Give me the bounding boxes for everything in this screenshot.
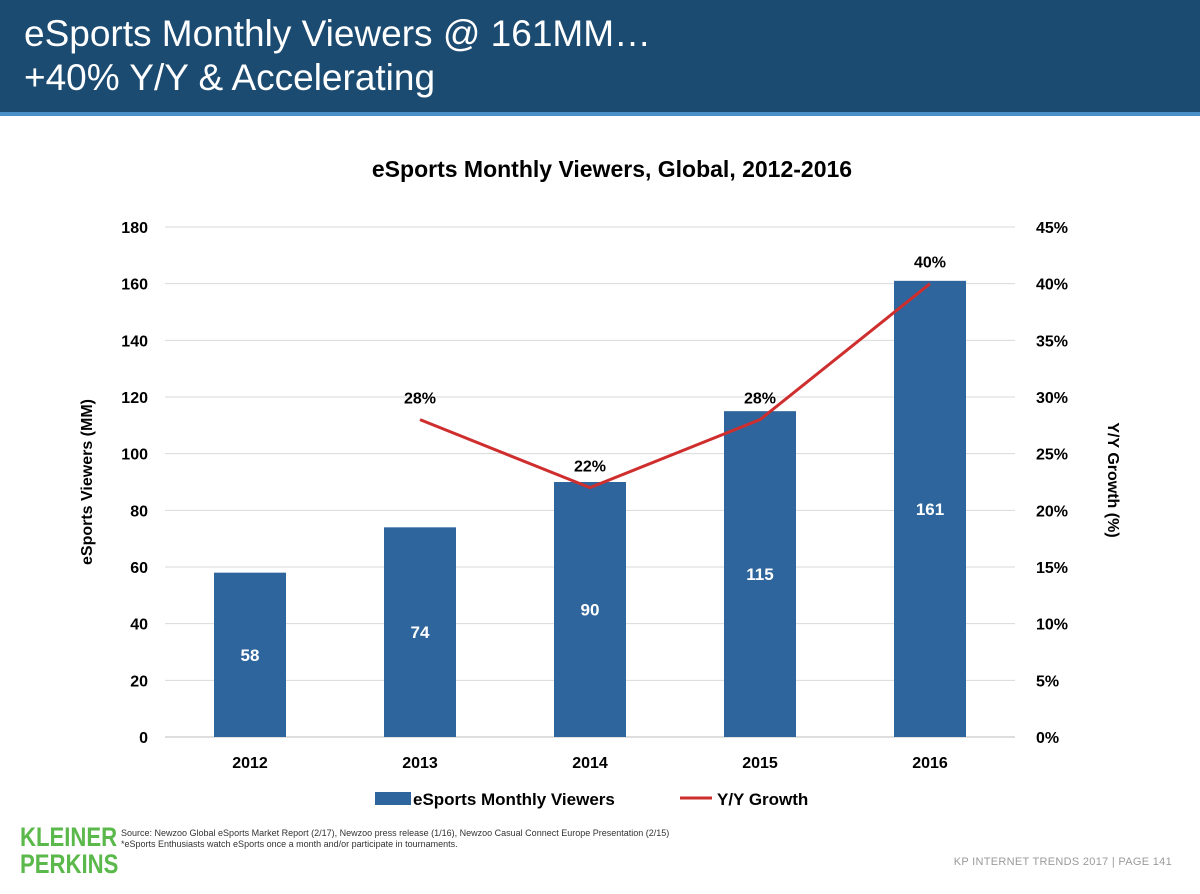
page-label: KP INTERNET TRENDS 2017 | PAGE 141 — [953, 856, 1172, 868]
y2-tick-label: 35% — [1036, 333, 1068, 350]
legend-line-label: Y/Y Growth — [717, 790, 808, 809]
y-tick-label: 120 — [121, 390, 148, 407]
bar-2012 — [214, 572, 286, 737]
bar-data-label: 161 — [916, 500, 944, 519]
header-accent-stripe — [0, 112, 1200, 116]
legend-bar-swatch — [375, 792, 411, 805]
y2-axis-title: Y/Y Growth (%) — [1104, 422, 1121, 537]
y2-tick-label: 5% — [1036, 673, 1059, 690]
bar-data-label: 115 — [746, 565, 773, 584]
y2-tick-label: 45% — [1036, 220, 1068, 237]
line-data-label: 28% — [404, 391, 436, 408]
bar-data-label: 90 — [581, 601, 600, 620]
y-tick-label: 20 — [130, 673, 148, 690]
y-tick-label: 180 — [121, 220, 148, 237]
kleiner-perkins-logo: KLEINER PERKINS — [20, 824, 118, 878]
y-tick-label: 0 — [139, 730, 148, 747]
x-tick-label: 2014 — [572, 755, 608, 772]
x-tick-label: 2015 — [742, 755, 778, 772]
source-line-1: Source: Newzoo Global eSports Market Rep… — [121, 828, 670, 838]
y2-tick-label: 20% — [1036, 503, 1068, 520]
x-tick-label: 2013 — [402, 755, 438, 772]
header-banner: eSports Monthly Viewers @ 161MM… +40% Y/… — [0, 0, 1200, 112]
bar-2015 — [724, 411, 796, 737]
line-data-label: 22% — [574, 459, 606, 476]
y-tick-label: 80 — [130, 503, 148, 520]
y-axis-title: eSports Viewers (MM) — [79, 399, 96, 565]
legend-bar-label: eSports Monthly Viewers — [413, 790, 615, 809]
combo-chart: eSports Monthly Viewers, Global, 2012-20… — [79, 156, 1121, 809]
bar-data-label: 74 — [411, 623, 430, 642]
legend: eSports Monthly Viewers Y/Y Growth — [375, 790, 808, 809]
line-data-label: 40% — [914, 255, 946, 272]
bar-data-label: 58 — [241, 646, 260, 665]
line-data-label: 28% — [744, 391, 776, 408]
y2-tick-label: 15% — [1036, 560, 1068, 577]
y-tick-label: 40 — [130, 617, 148, 634]
slide-title-line-2: +40% Y/Y & Accelerating — [24, 57, 436, 98]
y2-tick-label: 0% — [1036, 730, 1059, 747]
y-tick-label: 100 — [121, 447, 148, 464]
slide-title: eSports Monthly Viewers @ 161MM… +40% Y/… — [24, 12, 651, 100]
x-tick-label: 2012 — [232, 755, 268, 772]
bar-2013 — [384, 527, 456, 737]
bar-2016 — [894, 280, 966, 737]
y-tick-label: 60 — [130, 560, 148, 577]
x-tick-label: 2016 — [912, 755, 948, 772]
logo-line-2: PERKINS — [20, 849, 119, 879]
y-tick-label: 140 — [121, 333, 148, 350]
y2-tick-label: 10% — [1036, 617, 1068, 634]
bar-2014 — [554, 482, 626, 737]
line-series: 28% 22% 28% 40% — [404, 255, 946, 490]
source-note: Source: Newzoo Global eSports Market Rep… — [121, 828, 881, 850]
axes: 0 20 40 60 80 100 120 140 160 180 0% 5% 10% 15% 20% 25%… — [79, 220, 1121, 772]
bar-series: 58 74 90 115 161 — [214, 280, 966, 737]
slide-title-line-1: eSports Monthly Viewers @ 161MM… — [24, 13, 652, 54]
chart-title: eSports Monthly Viewers, Global, 2012-20… — [372, 156, 852, 182]
source-line-2: *eSports Enthusiasts watch eSports once … — [121, 839, 458, 849]
y-tick-label: 160 — [121, 277, 148, 294]
y2-tick-label: 30% — [1036, 390, 1068, 407]
logo-line-1: KLEINER — [20, 822, 118, 852]
y2-tick-label: 25% — [1036, 447, 1068, 464]
y2-tick-label: 40% — [1036, 277, 1068, 294]
growth-line — [419, 282, 931, 490]
